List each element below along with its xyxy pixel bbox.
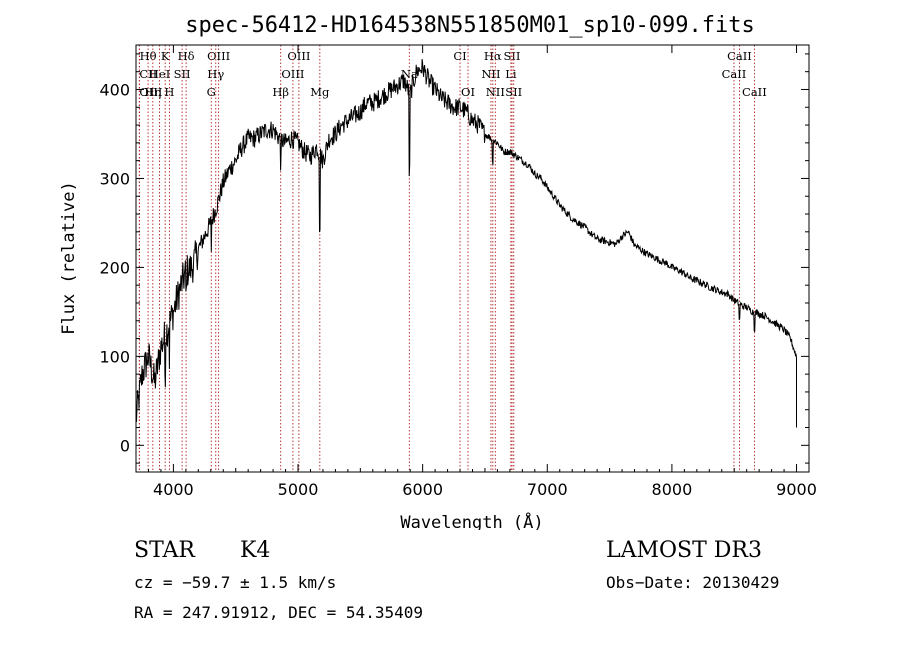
spectral-line-label: Mg bbox=[310, 85, 330, 99]
x-tick-label: 8000 bbox=[652, 480, 693, 499]
spectral-line-label: OIII bbox=[139, 85, 162, 99]
spectral-line-label: OIII bbox=[281, 67, 304, 81]
spectral-line-label: CaII bbox=[727, 49, 752, 63]
x-tick-label: 9000 bbox=[776, 480, 817, 499]
spectral-line-label: Hβ bbox=[272, 85, 289, 99]
object-class: STAR bbox=[134, 538, 195, 563]
spectral-line-label: NII bbox=[481, 67, 500, 81]
spectrum-chart: spec-56412-HD164538N551850M01_sp10-099.f… bbox=[59, 13, 817, 530]
redshift-readout: cz = −59.7 ± 1.5 km/s bbox=[134, 573, 337, 592]
spectral-line-label: OIII bbox=[207, 49, 230, 63]
spectral-line-label: CaII bbox=[722, 67, 747, 81]
spectral-line-label: Hη bbox=[144, 85, 161, 99]
spectral-line-label: H bbox=[164, 85, 174, 99]
x-axis-ticks: 4000 5000 6000 7000 8000 9000 bbox=[135, 45, 817, 499]
spectral-subclass: K4 bbox=[240, 538, 271, 563]
spectral-line-label: HeI bbox=[149, 67, 170, 81]
spectral-line-label: SII bbox=[505, 85, 522, 99]
spectral-line-label: NII bbox=[486, 85, 505, 99]
y-tick-label: 0 bbox=[120, 436, 130, 455]
y-axis-ticks: 0 100 200 300 400 bbox=[99, 53, 809, 464]
spectral-line-label: Hα bbox=[484, 49, 502, 63]
spectral-line-label: Li bbox=[505, 67, 517, 81]
plot-frame bbox=[135, 44, 810, 473]
spectral-line-label: OI bbox=[461, 85, 475, 99]
spectral-line-label: Hγ bbox=[207, 67, 224, 81]
x-tick-label: 4000 bbox=[153, 480, 194, 499]
spectrum-line bbox=[136, 59, 797, 428]
y-tick-label: 300 bbox=[99, 169, 130, 188]
x-tick-label: 5000 bbox=[278, 480, 319, 499]
spectral-line-label: Hδ bbox=[178, 49, 195, 63]
coordinates-readout: RA = 247.91912, DEC = 54.35409 bbox=[134, 603, 423, 622]
spectral-line-label: OIII bbox=[287, 49, 310, 63]
x-axis-label: Wavelength (Å) bbox=[400, 511, 543, 530]
x-tick-label: 6000 bbox=[402, 480, 443, 499]
x-tick-label: 7000 bbox=[527, 480, 568, 499]
observation-date: Obs−Date: 20130429 bbox=[606, 573, 780, 592]
spectral-line-label: K bbox=[161, 49, 170, 63]
y-tick-label: 200 bbox=[99, 258, 130, 277]
y-tick-label: 400 bbox=[99, 80, 130, 99]
y-tick-label: 100 bbox=[99, 347, 130, 366]
spectral-line-label: G bbox=[207, 85, 216, 99]
spectral-line-label: CaII bbox=[742, 85, 767, 99]
survey-name: LAMOST DR3 bbox=[606, 538, 762, 563]
spectral-line-label: Hθ bbox=[140, 49, 157, 63]
spectral-line-label: CI bbox=[453, 49, 466, 63]
spectral-line-label: SII bbox=[504, 49, 521, 63]
y-axis-label: Flux (relative) bbox=[59, 181, 79, 335]
chart-title: spec-56412-HD164538N551850M01_sp10-099.f… bbox=[185, 13, 755, 38]
spectral-line-label: SII bbox=[174, 67, 191, 81]
